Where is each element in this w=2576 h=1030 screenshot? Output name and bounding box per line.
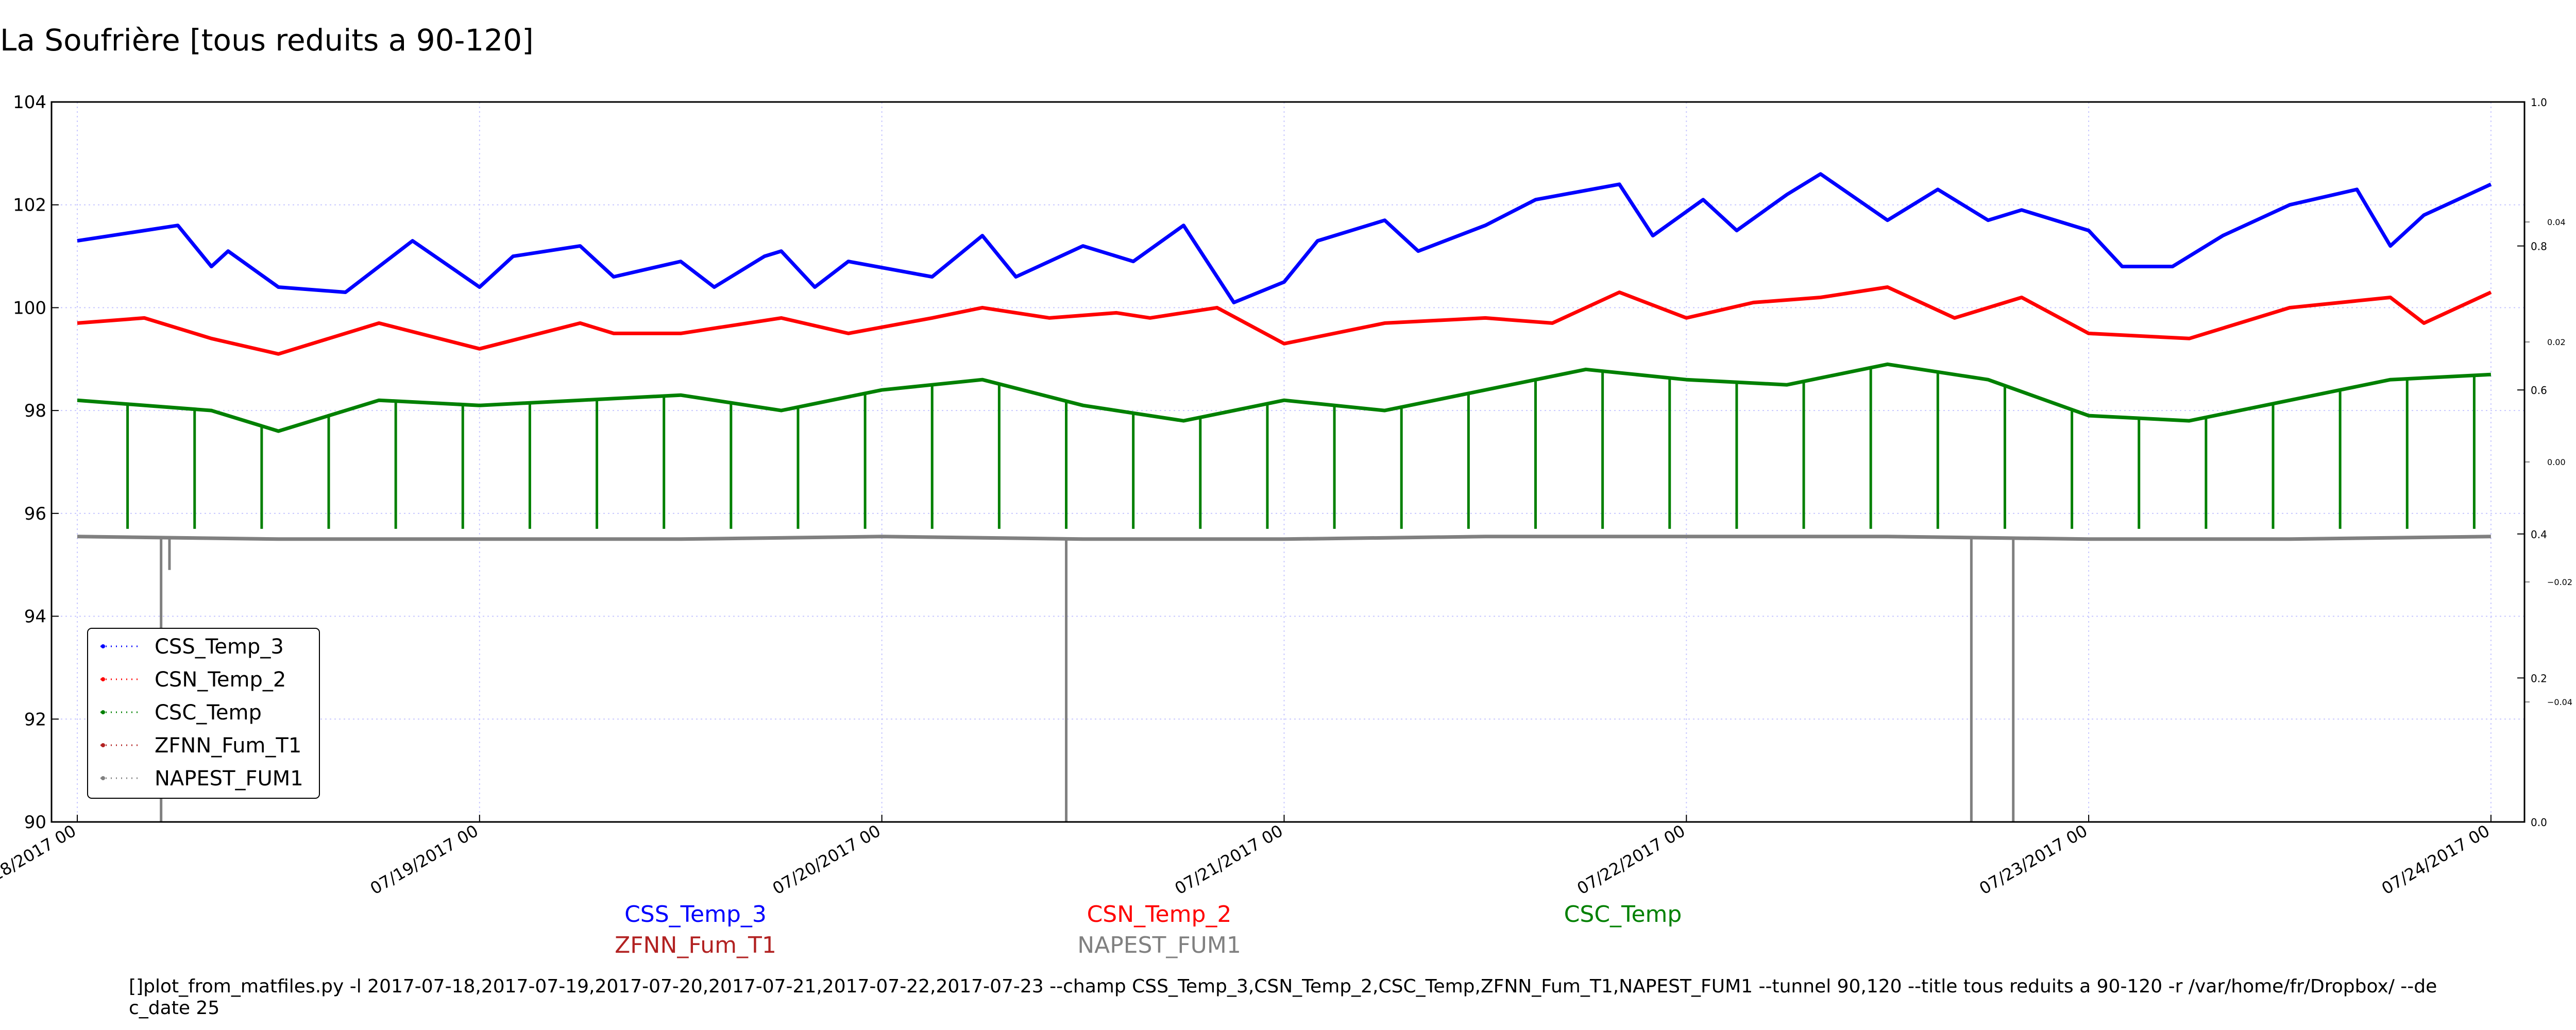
legend-label: CSN_Temp_2 [155,668,286,692]
grid [52,102,2524,822]
y-tick-label: 92 [24,709,46,730]
legend-marker [101,644,105,648]
x-tick-label: 07/20/2017 00 [769,821,884,899]
bottom-label: NAPEST_FUM1 [1077,932,1241,958]
legend-marker [101,677,105,681]
series-CSC_Temp [77,362,2492,529]
y-tick-label: 96 [24,504,46,524]
bottom-series-labels: CSS_Temp_3 ZFNN_Fum_T1 CSN_Temp_2 NAPEST_FU… [615,901,1682,958]
legend: CSS_Temp_3 CSN_Temp_2 CSC_Temp ZFNN_Fum_T1 N… [87,628,320,799]
y3-tick-label: 0.00 [2547,457,2566,467]
legend-marker [101,710,105,714]
command-line-text: []plot_from_matfiles.py -l 2017-07-18,20… [129,976,2437,1019]
y-axis: 90 92 94 96 98 100 102 104 [13,92,59,833]
y-tick-label: 94 [24,607,46,627]
series-CSS_Temp_3 [77,172,2492,304]
bottom-label: ZFNN_Fum_T1 [615,932,776,958]
bottom-label: CSN_Temp_2 [1087,901,1232,928]
secondary-y-axis: 0.0 0.2 0.4 0.6 0.8 1.0 −0.04 −0.02 0.00 0.02 0.04 [2517,96,2572,829]
x-tick-label: 07/23/2017 00 [1976,821,2091,899]
x-tick-label: 07/19/2017 00 [367,821,482,899]
y2-tick-label: 0.8 [2531,241,2547,253]
y3-tick-label: −0.04 [2547,697,2572,707]
plot-frame [50,101,2526,823]
legend-label: NAPEST_FUM1 [155,767,303,791]
y2-tick-label: 0.2 [2531,672,2547,684]
series-CSN_Temp_2 [77,285,2492,356]
y3-tick-label: −0.02 [2547,577,2572,587]
legend-marker [101,776,105,780]
series-layer [77,172,2492,822]
legend-marker [101,743,105,747]
legend-label: CSC_Temp [155,701,262,725]
y2-tick-label: 0.0 [2531,816,2547,829]
y2-tick-label: 0.6 [2531,384,2547,397]
x-tick-label: 07/22/2017 00 [1573,821,1688,899]
y2-tick-label: 1.0 [2531,96,2547,109]
y3-tick-label: 0.02 [2547,337,2566,347]
y2-tick-label: 0.4 [2531,528,2547,541]
series-line [77,285,2492,356]
y3-tick-label: 0.04 [2547,217,2566,227]
legend-box [87,628,320,799]
series-line [77,362,2492,433]
x-axis: 07/18/2017 00 07/19/2017 00 07/20/2017 00 0… [0,815,2493,899]
chart-title: La Soufrière [tous reduits a 90-120] [0,23,534,58]
bottom-label: CSC_Temp [1564,901,1682,928]
legend-label: CSS_Temp_3 [155,635,284,659]
y-tick-label: 104 [13,92,46,113]
y-tick-label: 90 [24,812,46,833]
x-tick-label: 07/24/2017 00 [2378,821,2493,899]
y-tick-label: 98 [24,401,46,421]
bottom-label: CSS_Temp_3 [624,901,767,928]
y-tick-label: 100 [13,298,46,318]
y-tick-label: 102 [13,195,46,216]
series-line [77,535,2491,541]
series-line [77,172,2492,304]
x-tick-label: 07/21/2017 00 [1172,821,1286,899]
legend-label: ZFNN_Fum_T1 [155,734,301,758]
